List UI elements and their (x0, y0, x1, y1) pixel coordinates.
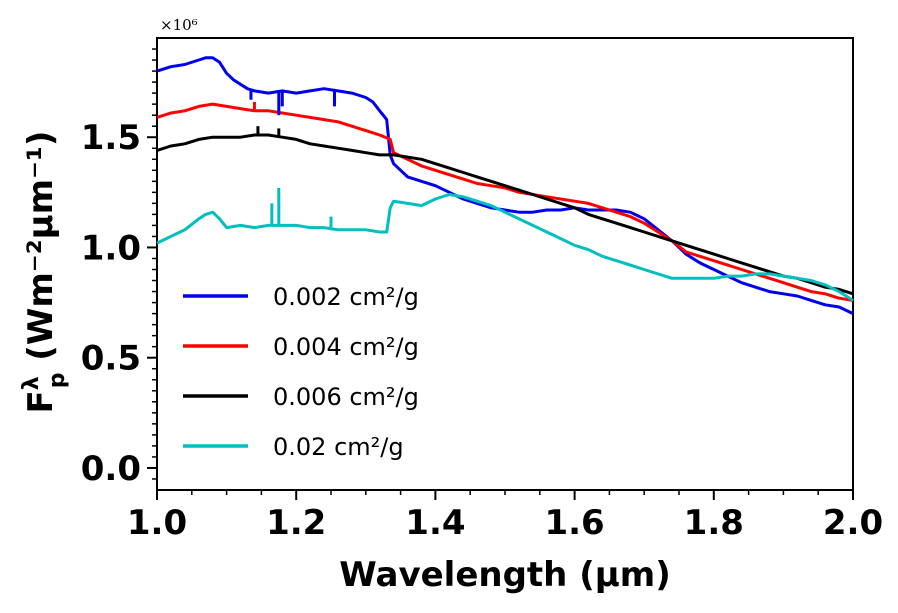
x-axis-title: Wavelength (μm) (339, 555, 671, 595)
x-tick-label: 1.2 (266, 503, 326, 543)
y-axis-title-superscript: λ (19, 376, 44, 390)
y-axis-offset-label: ×10⁶ (160, 16, 198, 34)
y-axis-title: Fλp (Wm⁻²μm⁻¹) (19, 131, 70, 414)
x-tick-label: 1.8 (684, 503, 744, 543)
x-tick-label: 1.0 (127, 503, 187, 543)
y-tick-label: 0.5 (81, 339, 141, 379)
legend-label-3: 0.02 cm²/g (273, 433, 404, 461)
series-group (156, 56, 854, 315)
y-tick-label: 0.0 (81, 449, 141, 489)
y-tick-label: 1.0 (81, 228, 141, 268)
x-tick-label: 1.4 (405, 503, 465, 543)
x-tick-label: 1.6 (544, 503, 604, 543)
legend-label-2: 0.006 cm²/g (273, 383, 419, 411)
legend-label-0: 0.002 cm²/g (273, 283, 419, 311)
legend: 0.002 cm²/g 0.004 cm²/g 0.006 cm²/g 0.02 cm… (183, 283, 419, 461)
y-axis-title-subscript: p (45, 373, 70, 389)
y-axis-title-units: (Wm⁻²μm⁻¹) (21, 131, 61, 373)
series-line-2 (156, 133, 854, 296)
series-line-3 (156, 193, 854, 302)
ticks-group: 1.0 1.2 1.4 1.6 1.8 2.0 0.0 0.5 1.0 1.5 (81, 48, 883, 543)
x-tick-label: 2.0 (823, 503, 883, 543)
series-line-1 (156, 102, 854, 302)
y-axis-title-main: F (21, 390, 61, 413)
y-tick-label: 1.5 (81, 118, 141, 158)
legend-label-1: 0.004 cm²/g (273, 333, 419, 361)
